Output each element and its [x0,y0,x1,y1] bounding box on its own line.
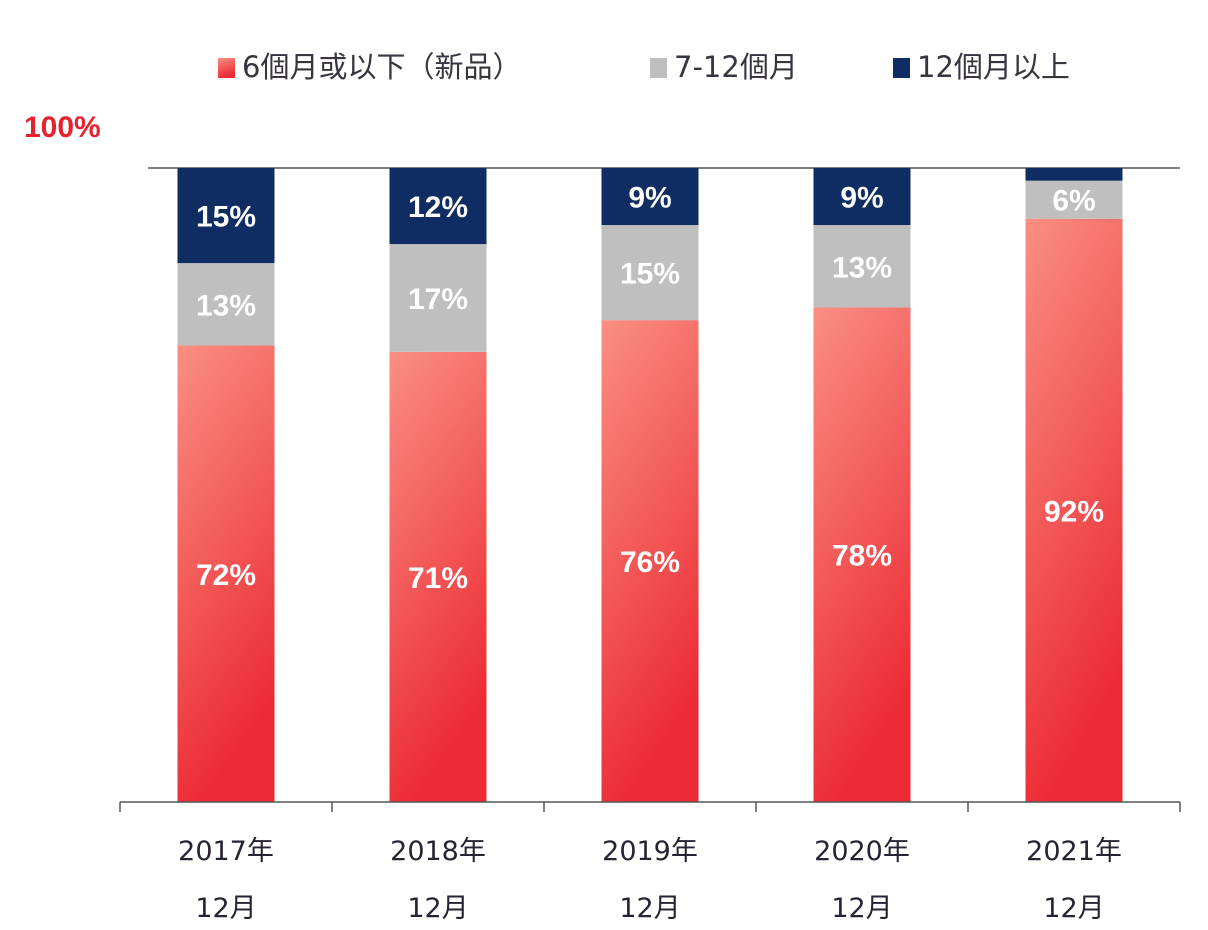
category-label: 12月 [619,893,680,924]
bar-segment-12plus [389,168,487,245]
bar-segment-7-12 [813,225,911,308]
data-label-7-12: 15% [620,258,680,291]
bar-segment-7-12 [177,263,275,346]
data-label-7-12: 6% [1052,185,1095,218]
category-label: 2021年 [1026,836,1122,867]
bar-segment-new [813,307,911,802]
legend-label-12plus: 12個月以上 [917,50,1070,84]
data-label-12plus: 9% [840,182,883,215]
data-label-12plus: 12% [408,191,468,224]
reference-line-label: 100% [24,111,101,144]
legend-swatch-7-12 [650,58,667,78]
category-label: 2019年 [602,836,698,867]
bar-segment-12plus [177,168,275,264]
bar-segment-new [389,351,487,802]
category-label: 12月 [831,893,892,924]
data-label-12plus: 15% [196,201,256,234]
bar-segment-7-12 [1025,180,1123,219]
category-label: 12月 [195,893,256,924]
bar-segment-new [177,345,275,802]
bar-segment-new [601,320,699,802]
category-label: 12月 [407,893,468,924]
bar-segment-7-12 [601,225,699,321]
legend-label-7-12: 7-12個月 [674,50,798,84]
bar-segment-12plus [1025,168,1123,181]
data-label-12plus: 2% [1052,136,1095,169]
data-label-12plus: 9% [628,182,671,215]
bar-segment-12plus [813,168,911,226]
data-label-new: 92% [1044,495,1104,528]
bar-segment-12plus [601,168,699,226]
legend-swatch-new [218,58,235,78]
x-axis: 2017年 12月 2018年 12月 2019年 12月 2020年 12月 2021年 12月 [119,801,1181,924]
category-label: 12月 [1043,893,1104,924]
data-label-7-12: 13% [832,251,892,284]
bar-segment-7-12 [389,244,487,352]
legend-swatch-12plus [893,58,910,78]
data-label-new: 72% [196,559,256,592]
legend-label-new: 6個月或以下（新品） [242,50,521,84]
bar-segment-new [1025,218,1123,803]
data-label-new: 78% [832,540,892,573]
category-label: 2020年 [814,836,910,867]
data-label-7-12: 17% [408,283,468,316]
data-label-new: 76% [620,546,680,579]
data-label-new: 71% [408,562,468,595]
legend: 6個月或以下（新品） 7-12個月 12個月以上 [218,50,1070,84]
category-label: 2017年 [178,836,274,867]
category-label: 2018年 [390,836,486,867]
data-label-7-12: 13% [196,289,256,322]
